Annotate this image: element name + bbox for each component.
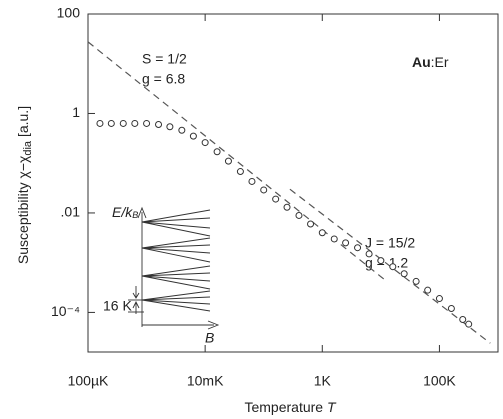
inset-energy-label: E/kB xyxy=(112,204,138,221)
data-point xyxy=(96,119,104,127)
x-tick-label: 100µK xyxy=(68,373,109,389)
y-tick-label: .01 xyxy=(61,204,81,220)
inset-fan xyxy=(141,209,211,237)
data-point xyxy=(318,229,326,237)
x-tick-label: 10mK xyxy=(187,373,224,389)
data-point xyxy=(295,211,303,219)
inset-diagram xyxy=(128,206,220,330)
data-point xyxy=(201,139,209,147)
data-point xyxy=(107,119,115,127)
data-point xyxy=(189,132,197,140)
annotation: S = 1/2 xyxy=(142,51,187,67)
y-label-end: [a.u.] xyxy=(15,106,31,141)
reference-line xyxy=(87,41,386,281)
annotation: g = 6.8 xyxy=(142,71,185,87)
data-point xyxy=(178,126,186,134)
data-point xyxy=(354,244,362,252)
sample-element: Au xyxy=(412,54,431,70)
data-point xyxy=(412,277,420,285)
inset-fan xyxy=(141,265,211,290)
data-point xyxy=(307,220,315,228)
plot-frame xyxy=(87,13,499,353)
x-label-symbol: T xyxy=(327,399,337,415)
data-point xyxy=(155,121,163,129)
inset-arrow xyxy=(137,206,147,219)
x-axis-label: Temperature T xyxy=(244,399,336,415)
inset-arrow xyxy=(207,320,220,330)
data-point xyxy=(248,177,256,185)
data-point xyxy=(400,270,408,278)
data-point xyxy=(330,235,338,243)
y-tick-label: 100 xyxy=(57,5,81,21)
data-point xyxy=(447,304,455,312)
x-tick-label: 100K xyxy=(423,373,456,389)
data-point xyxy=(465,320,473,328)
data-point xyxy=(389,263,397,271)
inset-energy: E/k xyxy=(112,204,133,220)
data-point xyxy=(166,123,174,131)
data-point xyxy=(342,239,350,247)
y-label-text: Susceptibility χ−χ xyxy=(15,155,31,264)
inset-gap-label: 16 K xyxy=(103,298,132,314)
data-point xyxy=(377,257,385,265)
inset-fan xyxy=(141,237,211,263)
data-point xyxy=(213,148,221,156)
y-tick-label: 10⁻⁴ xyxy=(51,303,80,319)
inset-energy-sub: B xyxy=(132,210,138,220)
data-point xyxy=(365,250,373,258)
data-point xyxy=(119,119,127,127)
data-point xyxy=(224,157,232,165)
annotation: g = 1.2 xyxy=(365,255,408,271)
inset-field-label: B xyxy=(205,330,214,346)
inset-gap-arrows xyxy=(132,286,140,314)
data-point xyxy=(459,316,467,324)
data-point xyxy=(260,186,268,194)
data-point xyxy=(435,295,443,303)
y-axis-label: Susceptibility χ−χdia [a.u.] xyxy=(15,106,34,264)
data-point xyxy=(236,168,244,176)
annotation: J = 15/2 xyxy=(365,235,415,251)
y-label-sub: dia xyxy=(22,140,34,156)
inset-fan xyxy=(141,290,211,312)
y-tick-label: 1 xyxy=(72,104,80,120)
x-tick-label: 1K xyxy=(314,373,332,389)
sample-rest: :Er xyxy=(431,54,449,70)
data-point xyxy=(131,119,139,127)
data-point xyxy=(283,203,291,211)
data-point xyxy=(143,119,151,127)
x-label-text: Temperature xyxy=(244,399,323,415)
sample-label: Au:Er xyxy=(412,54,449,70)
data-point xyxy=(424,286,432,294)
data-point xyxy=(272,195,280,203)
